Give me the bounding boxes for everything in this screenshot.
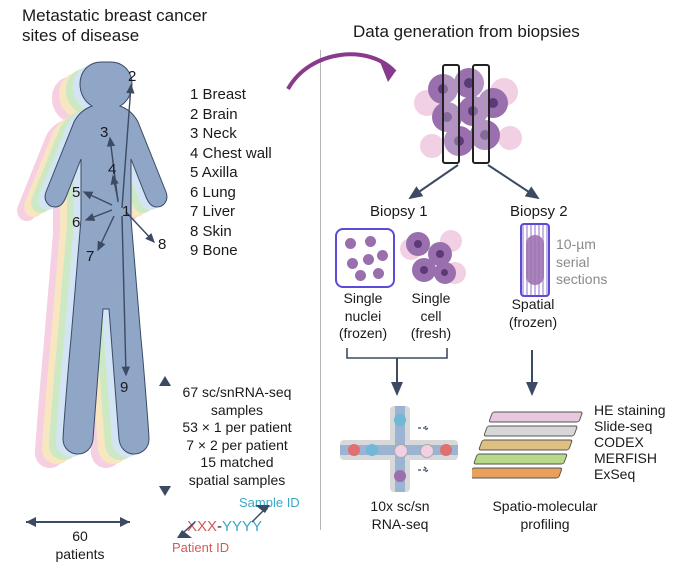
site-row-name: Breast: [203, 86, 246, 103]
spatial-biopsy-column: [520, 223, 550, 297]
spatial-methods-list: HE staining Slide-seq CODEX MERFISH ExSe…: [594, 402, 666, 482]
tenx-label: 10x sc/sn RNA-seq: [350, 498, 450, 533]
site-num-5: 5: [72, 183, 80, 203]
patients-label: 60 patients: [45, 528, 115, 563]
site-num-2: 2: [128, 67, 136, 87]
tumor-mass: [410, 68, 520, 163]
single-cell-cluster: [400, 228, 464, 288]
single-cell-label: Single cell (fresh): [398, 290, 464, 343]
title-left: Metastatic breast cancer sites of diseas…: [22, 6, 207, 46]
divider: [320, 50, 321, 530]
biopsy2-label: Biopsy 2: [510, 202, 568, 222]
biopsy1-label: Biopsy 1: [370, 202, 428, 222]
site-num-6: 6: [72, 213, 80, 233]
site-num-8: 8: [158, 235, 166, 255]
site-row-n: 1: [190, 86, 198, 103]
site-num-9: 9: [120, 378, 128, 398]
site-num-1: 1: [122, 202, 130, 222]
single-nuclei-box: [335, 228, 395, 288]
site-num-7: 7: [86, 247, 94, 267]
serial-sections-label: 10-µm serial sections: [556, 236, 607, 289]
sequencing-chip: [340, 406, 458, 492]
spatio-molecular-label: Spatio-molecular profiling: [475, 498, 615, 533]
site-num-3: 3: [100, 123, 108, 143]
bottom-arrows: [332, 346, 592, 406]
spatial-slides-stack: [472, 408, 592, 494]
counts-block: 67 sc/snRNA-seq samples 53 × 1 per patie…: [157, 384, 317, 489]
site-num-4: 4: [108, 160, 116, 180]
site-list: 1 Breast 2 Brain 3 Neck 4 Chest wall 5 A…: [190, 85, 272, 261]
spatial-label: Spatial (frozen): [500, 296, 566, 331]
id-arrows-icon: [150, 495, 320, 550]
workflow-arrow-icon: [280, 44, 410, 104]
title-right: Data generation from biopsies: [353, 22, 580, 42]
single-nuclei-label: Single nuclei (frozen): [328, 290, 398, 343]
